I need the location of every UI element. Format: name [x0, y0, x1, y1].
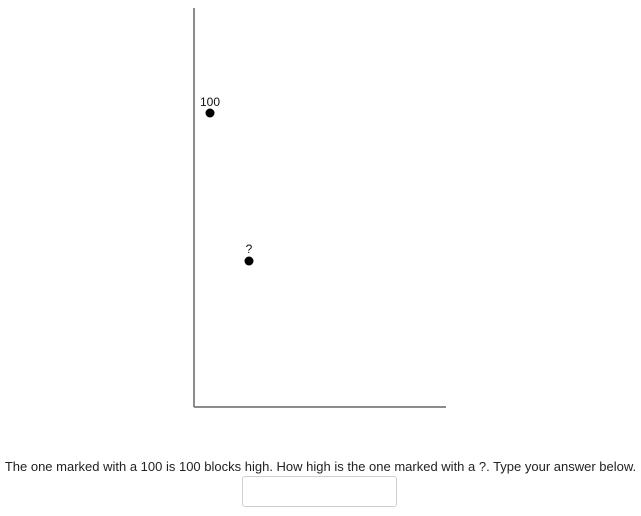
question-prompt: The one marked with a 100 is 100 blocks …: [4, 459, 637, 474]
unknown-point-marker: [244, 256, 254, 266]
reference-point-label: 100: [200, 95, 220, 109]
unknown-point-label: ?: [246, 242, 253, 256]
reference-point-marker: [205, 108, 215, 118]
answer-input[interactable]: [242, 476, 397, 507]
plot-area: 100 ?: [193, 8, 446, 408]
unknown-point: ?: [244, 242, 254, 266]
reference-point: 100: [200, 95, 220, 118]
